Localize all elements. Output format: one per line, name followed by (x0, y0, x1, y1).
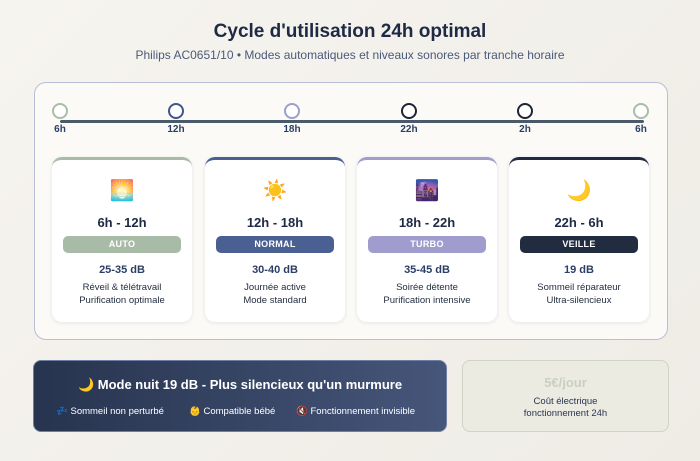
moon-icon: 🌙 (566, 180, 592, 202)
timeline-tick: 6h (635, 124, 647, 135)
mute-icon: 🔇 (296, 406, 308, 417)
noise-level: 30-40 dB (252, 264, 298, 276)
page-subtitle: Philips AC0651/10 • Modes automatiques e… (135, 48, 565, 62)
cost-label: Coût électrique (533, 396, 598, 407)
mode-badge: AUTO (63, 236, 181, 253)
city-dusk-icon: 🌆 (414, 180, 440, 202)
feature-label: Fonctionnement invisible (310, 406, 416, 417)
card-description: Ultra-silencieux (546, 295, 612, 306)
feature-label: Sommeil non perturbé (70, 406, 164, 417)
period-card-morning: 🌅 6h - 12h AUTO 25-35 dB Réveil & télétr… (52, 157, 192, 322)
card-description: Soirée détente (396, 282, 458, 293)
timeline-dot (284, 103, 300, 119)
baby-icon: 👶 (189, 406, 201, 417)
card-hours: 6h - 12h (97, 215, 147, 230)
sun-icon: ☀️ (262, 180, 288, 202)
period-card-evening: 🌆 18h - 22h TURBO 35-45 dB Soirée détent… (357, 157, 497, 322)
sleep-icon: 💤 (56, 406, 68, 417)
card-hours: 22h - 6h (554, 215, 604, 230)
cost-box: 5€/jour Coût électrique fonctionnement 2… (462, 360, 669, 432)
card-description: Purification optimale (79, 295, 165, 306)
timeline-tick: 18h (283, 124, 301, 135)
timeline-tick: 12h (167, 124, 185, 135)
night-mode-label: Mode nuit 19 dB - Plus silencieux qu'un … (97, 377, 403, 392)
moon-icon: 🌙 (77, 377, 95, 392)
period-card-afternoon: ☀️ 12h - 18h NORMAL 30-40 dB Journée act… (205, 157, 345, 322)
noise-level: 19 dB (564, 264, 594, 276)
night-mode-banner: 🌙 Mode nuit 19 dB - Plus silencieux qu'u… (33, 360, 447, 432)
page-title: Cycle d'utilisation 24h optimal (213, 21, 487, 42)
timeline-dot (633, 103, 649, 119)
timeline-track (60, 120, 644, 123)
sunrise-icon: 🌅 (109, 180, 135, 202)
feature-undisturbed-sleep: 💤 Sommeil non perturbé (56, 406, 164, 417)
night-mode-title: 🌙 Mode nuit 19 dB - Plus silencieux qu'u… (34, 377, 446, 393)
timeline-tick: 22h (400, 124, 418, 135)
timeline-dot (517, 103, 533, 119)
timeline-dot (401, 103, 417, 119)
feature-baby-compatible: 👶 Compatible bébé (189, 406, 275, 417)
period-card-night: 🌙 22h - 6h VEILLE 19 dB Sommeil réparate… (509, 157, 649, 322)
noise-level: 25-35 dB (99, 264, 145, 276)
feature-label: Compatible bébé (203, 406, 276, 417)
timeline-dot (52, 103, 68, 119)
mode-badge: TURBO (368, 236, 486, 253)
feature-invisible-operation: 🔇 Fonctionnement invisible (296, 406, 415, 417)
card-description: Sommeil réparateur (537, 282, 621, 293)
card-hours: 12h - 18h (246, 215, 304, 230)
mode-badge: VEILLE (520, 236, 638, 253)
cost-label: fonctionnement 24h (523, 408, 608, 419)
mode-badge: NORMAL (216, 236, 334, 253)
timeline-dot (168, 103, 184, 119)
noise-level: 35-45 dB (404, 264, 450, 276)
timeline-tick: 6h (54, 124, 66, 135)
card-description: Journée active (244, 282, 306, 293)
timeline-tick: 2h (519, 124, 531, 135)
cost-value: 5€/jour (544, 375, 587, 390)
card-hours: 18h - 22h (398, 215, 456, 230)
card-description: Purification intensive (383, 295, 471, 306)
card-description: Réveil & télétravail (82, 282, 162, 293)
card-description: Mode standard (243, 295, 307, 306)
